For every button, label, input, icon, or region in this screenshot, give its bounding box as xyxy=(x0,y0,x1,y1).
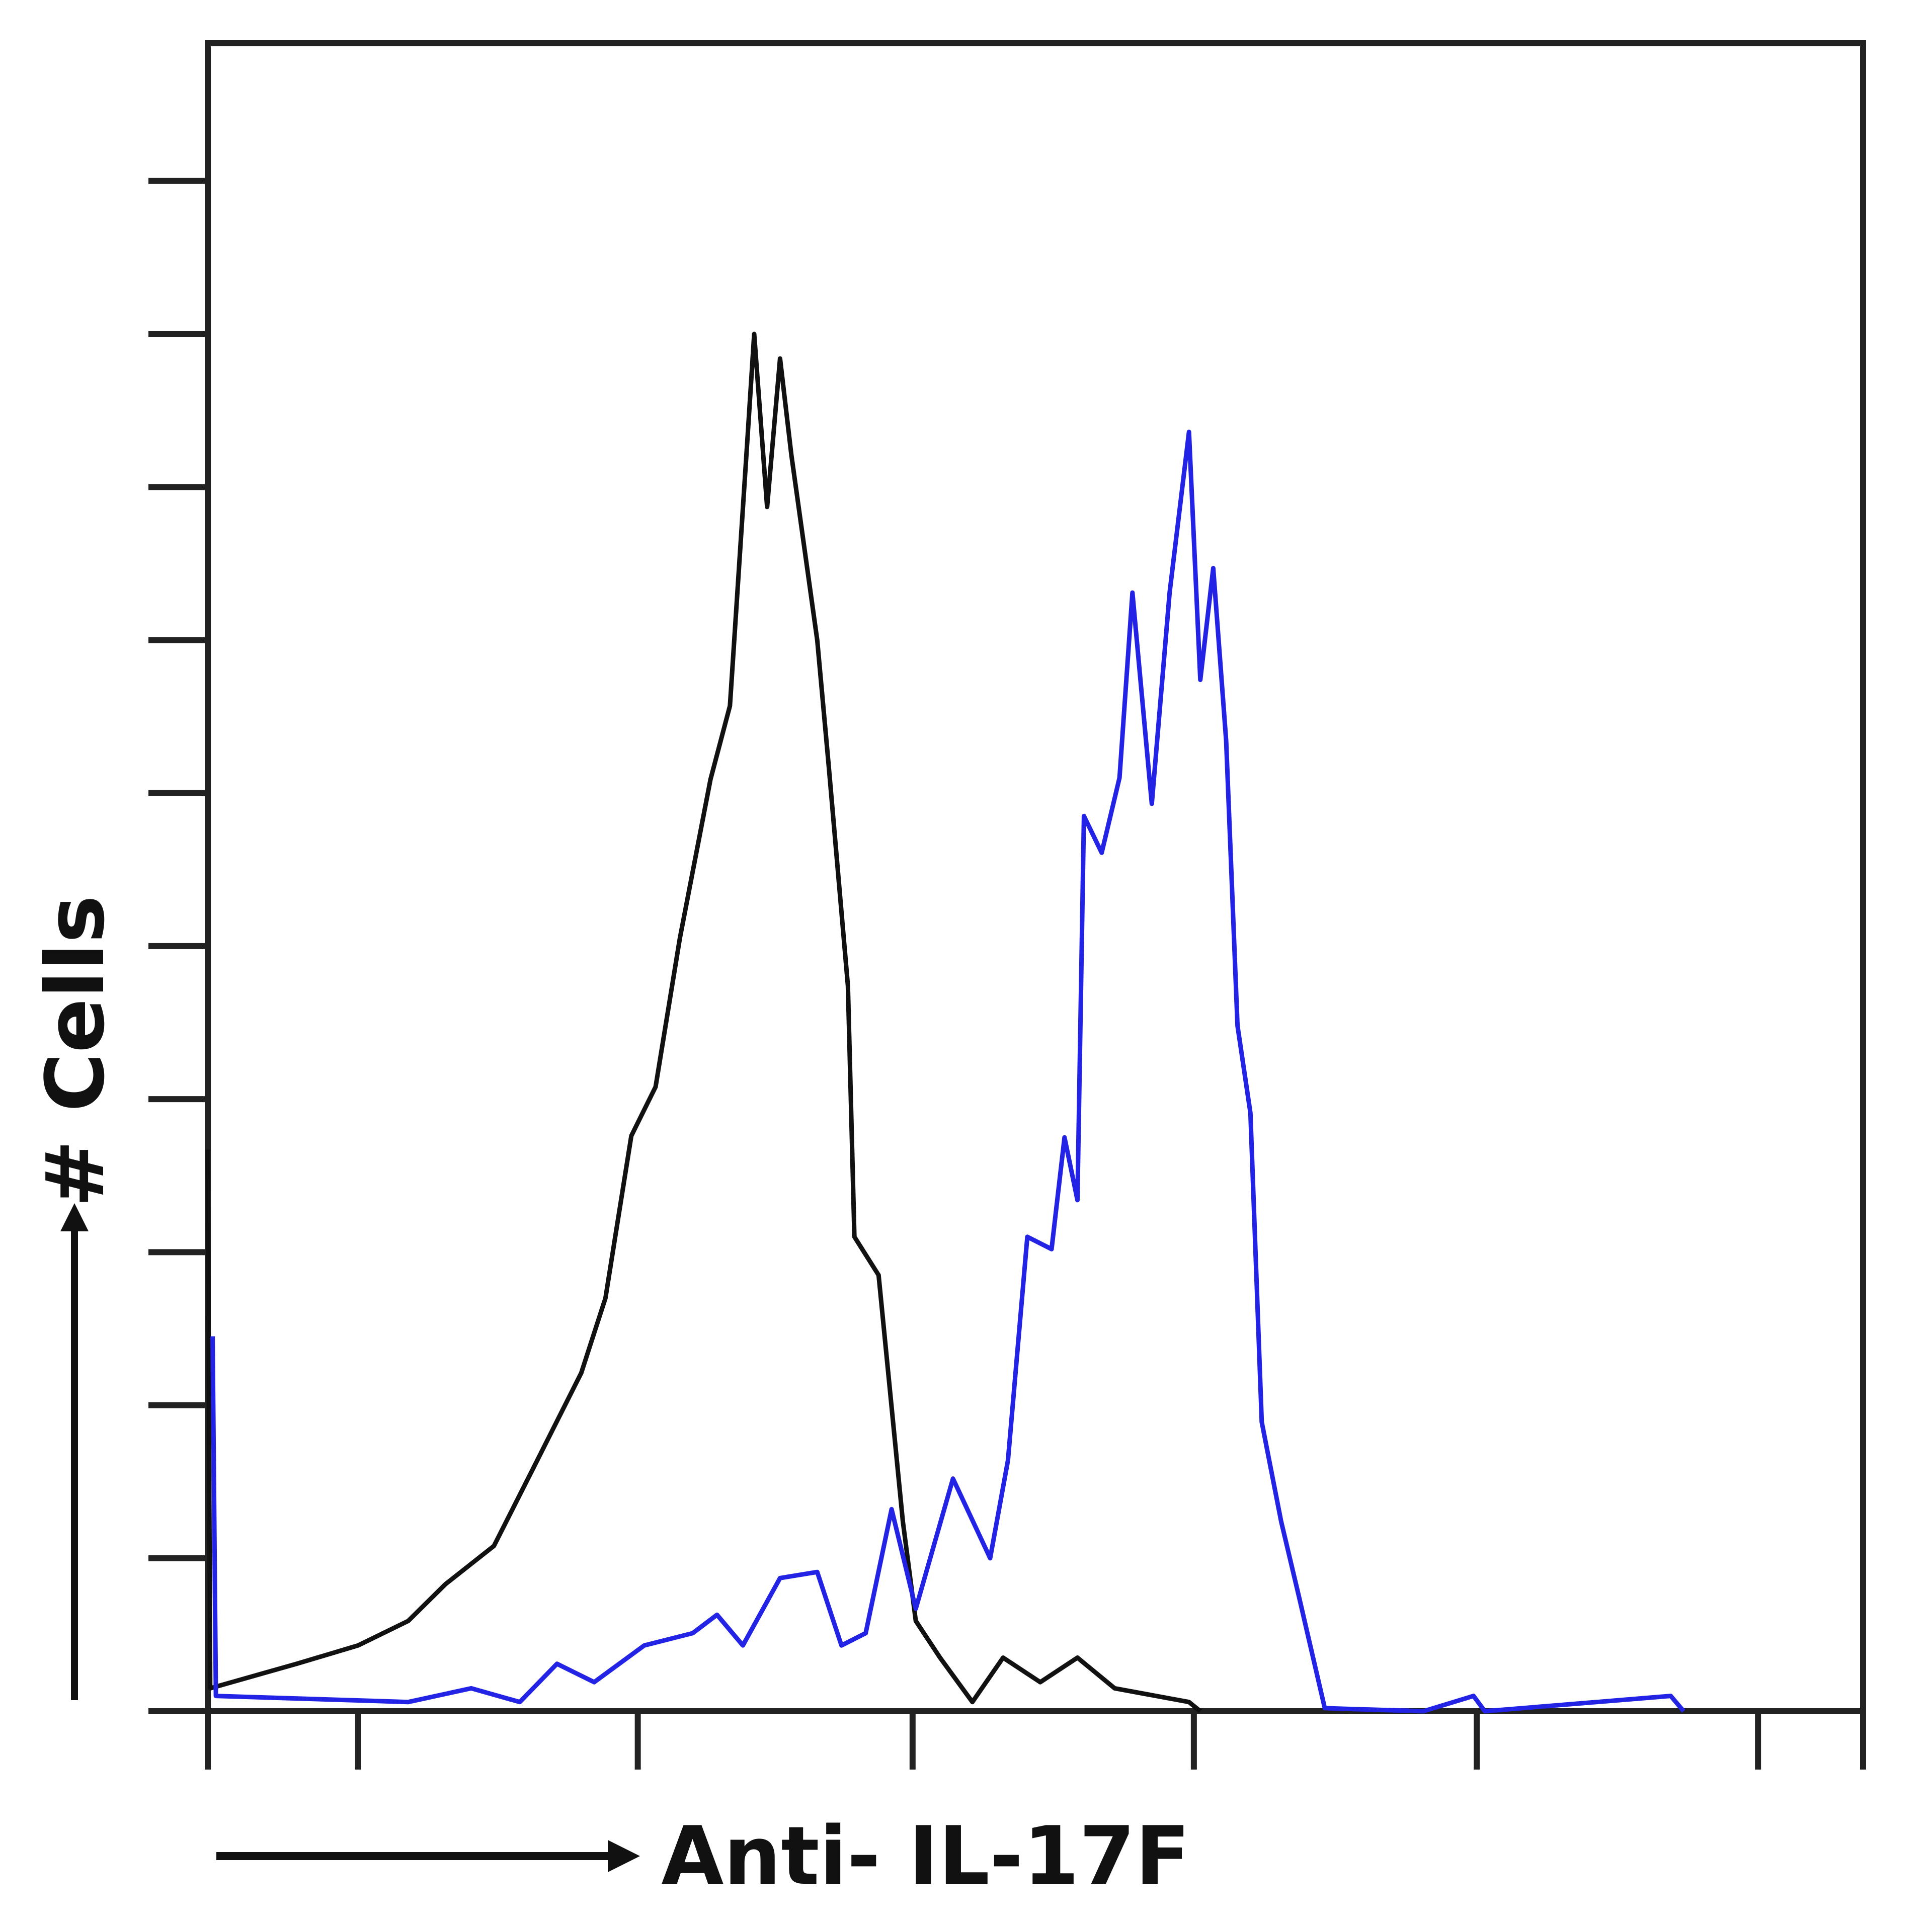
histogram-line xyxy=(205,331,1202,1713)
histogram-line xyxy=(210,430,1685,1714)
plot-frame xyxy=(205,40,1866,1714)
y-axis-label: # Cells xyxy=(28,895,122,1208)
x-axis-label: Anti- IL-17F xyxy=(661,1809,1190,1903)
